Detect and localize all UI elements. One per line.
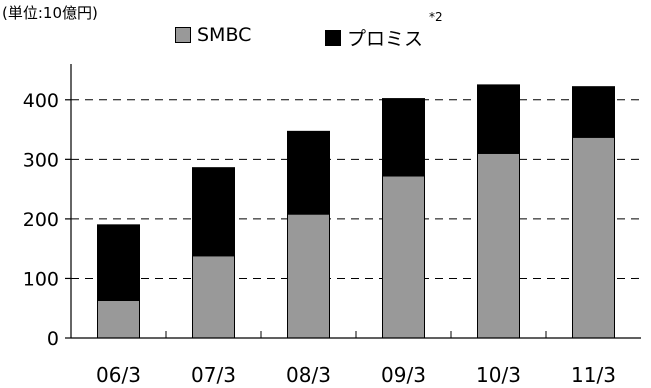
bar-segment-promise [287,130,330,215]
x-tick-label: 11/3 [571,363,616,387]
bar-segment-smbc [97,299,140,339]
bar-segment-smbc [382,175,425,339]
legend-footnote-marker: *2 [429,10,443,24]
x-tick-label: 10/3 [476,363,521,387]
legend-label-smbc: SMBC [197,24,252,46]
y-tick-label: 300 [23,149,59,171]
y-tick-label: 100 [23,268,59,290]
bar-segment-promise [572,86,615,138]
y-tick-label: 200 [23,209,59,231]
legend-swatch-smbc [175,27,191,43]
x-tick-label: 09/3 [381,363,426,387]
bar-segment-smbc [287,213,330,339]
bar-segment-smbc [477,152,520,339]
y-tick-label: 0 [47,328,59,350]
x-tick-label: 06/3 [96,363,141,387]
y-tick-label: 400 [23,90,59,112]
bar-segment-promise [192,167,235,257]
bar-segment-promise [97,224,140,301]
bar-segment-smbc [192,255,235,339]
unit-label: (単位:10億円) [2,4,98,22]
legend-swatch-promise [325,29,341,46]
chart-legend: SMBC プロミス *2 [0,10,651,54]
legend-label-promise: プロミス [347,28,424,50]
bar-segment-promise [382,98,425,177]
x-tick-label: 07/3 [191,363,236,387]
legend-item-smbc: SMBC [175,24,251,46]
legend-item-promise: プロミス *2 [325,10,443,51]
bar-segment-smbc [572,136,615,339]
bar-segment-promise [477,84,520,154]
x-tick-label: 08/3 [286,363,331,387]
